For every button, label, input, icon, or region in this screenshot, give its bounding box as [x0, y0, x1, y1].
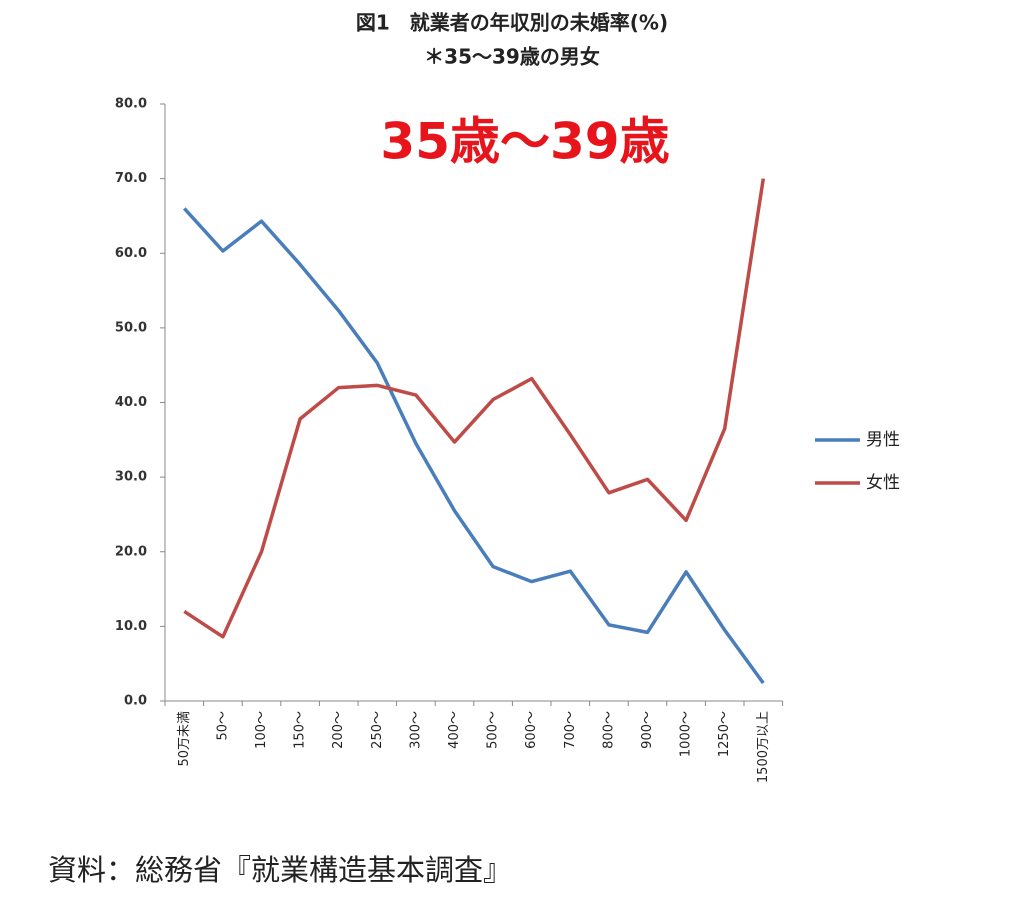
x-tick-label: 500～	[486, 711, 501, 749]
x-tick-label: 200～	[331, 711, 346, 749]
y-tick-label: 60.0	[115, 246, 147, 261]
x-tick-label: 400～	[447, 711, 462, 749]
x-tick-label: 700～	[563, 711, 578, 749]
y-tick-label: 40.0	[115, 395, 147, 410]
x-tick-label: 300～	[408, 711, 423, 749]
source: 資料：総務省『就業構造基本調査』	[48, 853, 512, 887]
y-tick-label: 50.0	[115, 320, 147, 335]
series-line	[183, 207, 765, 685]
legend-label: 男性	[866, 430, 900, 450]
x-tick-label: 1500万以上	[756, 711, 771, 783]
series-line	[183, 178, 766, 639]
y-tick-label: 20.0	[115, 544, 147, 559]
x-tick-label: 50万未満	[177, 711, 192, 767]
x-tick-label: 1000～	[679, 711, 694, 757]
x-tick-label: 1250～	[717, 711, 732, 757]
y-tick-label: 70.0	[115, 171, 147, 186]
x-tick-label: 900～	[640, 711, 655, 749]
x-tick-label: 600～	[524, 711, 539, 749]
chart-title: 図1 就業者の年収別の未婚率(%)	[356, 11, 668, 35]
x-tick-label: 150～	[293, 711, 308, 749]
x-tick-label: 800～	[601, 711, 616, 749]
annotation: 35歳～39歳	[380, 113, 669, 171]
x-tick-label: 250～	[370, 711, 385, 749]
chart-subtitle: ＊35～39歳の男女	[424, 45, 600, 69]
y-tick-label: 10.0	[115, 619, 147, 634]
y-tick-label: 80.0	[115, 97, 147, 112]
legend-label: 女性	[866, 473, 900, 493]
x-tick-label: 100～	[254, 711, 269, 749]
x-tick-label: 50～	[215, 711, 230, 741]
y-tick-label: 0.0	[124, 694, 147, 709]
y-tick-label: 30.0	[115, 470, 147, 485]
